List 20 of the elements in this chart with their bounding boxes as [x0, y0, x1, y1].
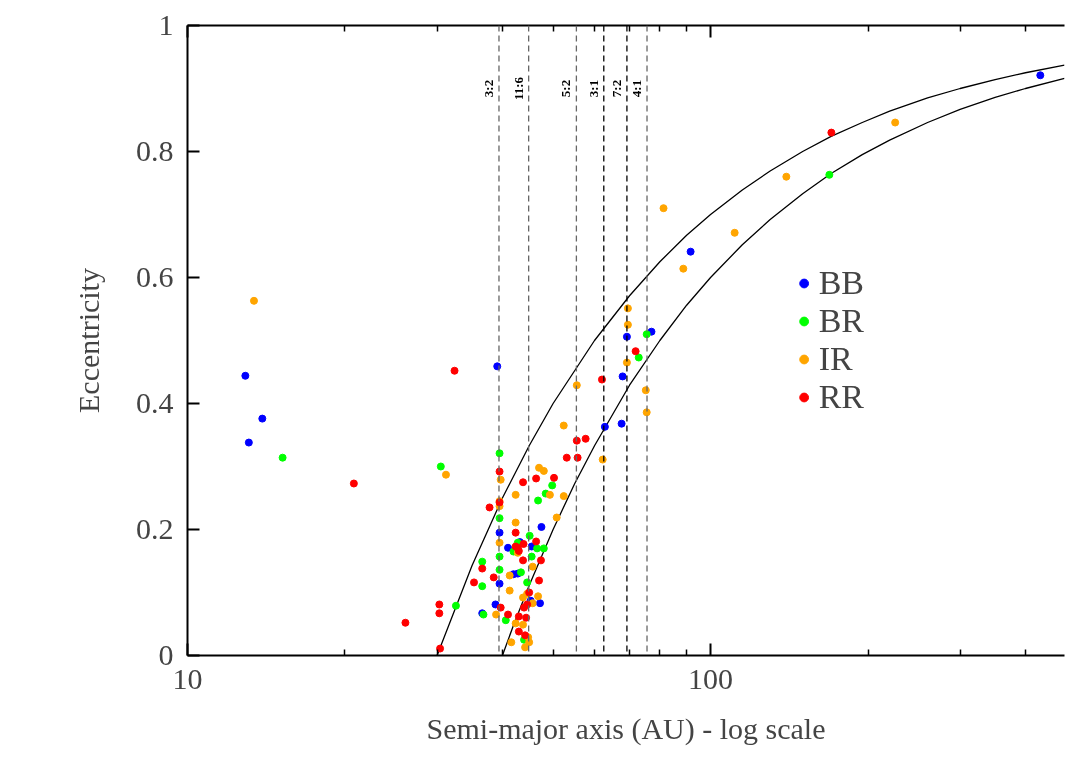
- y-tick-label: 0.2: [136, 512, 174, 545]
- annotation: 11:6: [510, 76, 526, 101]
- annotation: 5:2: [558, 79, 574, 98]
- legend-label: RR: [818, 378, 864, 416]
- x-tick-label: 100: [688, 661, 734, 695]
- y-tick-label: 0.8: [136, 134, 174, 167]
- y-tick-label: 1: [158, 8, 174, 41]
- annotation: 4:1: [629, 79, 645, 98]
- x-tick-label: 10: [172, 661, 203, 695]
- x-axis-title: Semi-major axis (AU) - log scale: [426, 711, 826, 746]
- annotation: 7:2: [608, 79, 624, 98]
- y-axis-title: Eccentricity: [72, 268, 105, 413]
- legend-label: BR: [818, 302, 864, 340]
- annotation: 3:2: [480, 79, 496, 98]
- y-tick-label: 0.4: [136, 386, 174, 419]
- y-tick-label: 0: [158, 638, 174, 671]
- y-tick-label: 0.6: [136, 260, 174, 293]
- legend-label: IR: [818, 340, 853, 378]
- annotation: 3:1: [585, 79, 601, 98]
- legend-label: BB: [818, 264, 864, 302]
